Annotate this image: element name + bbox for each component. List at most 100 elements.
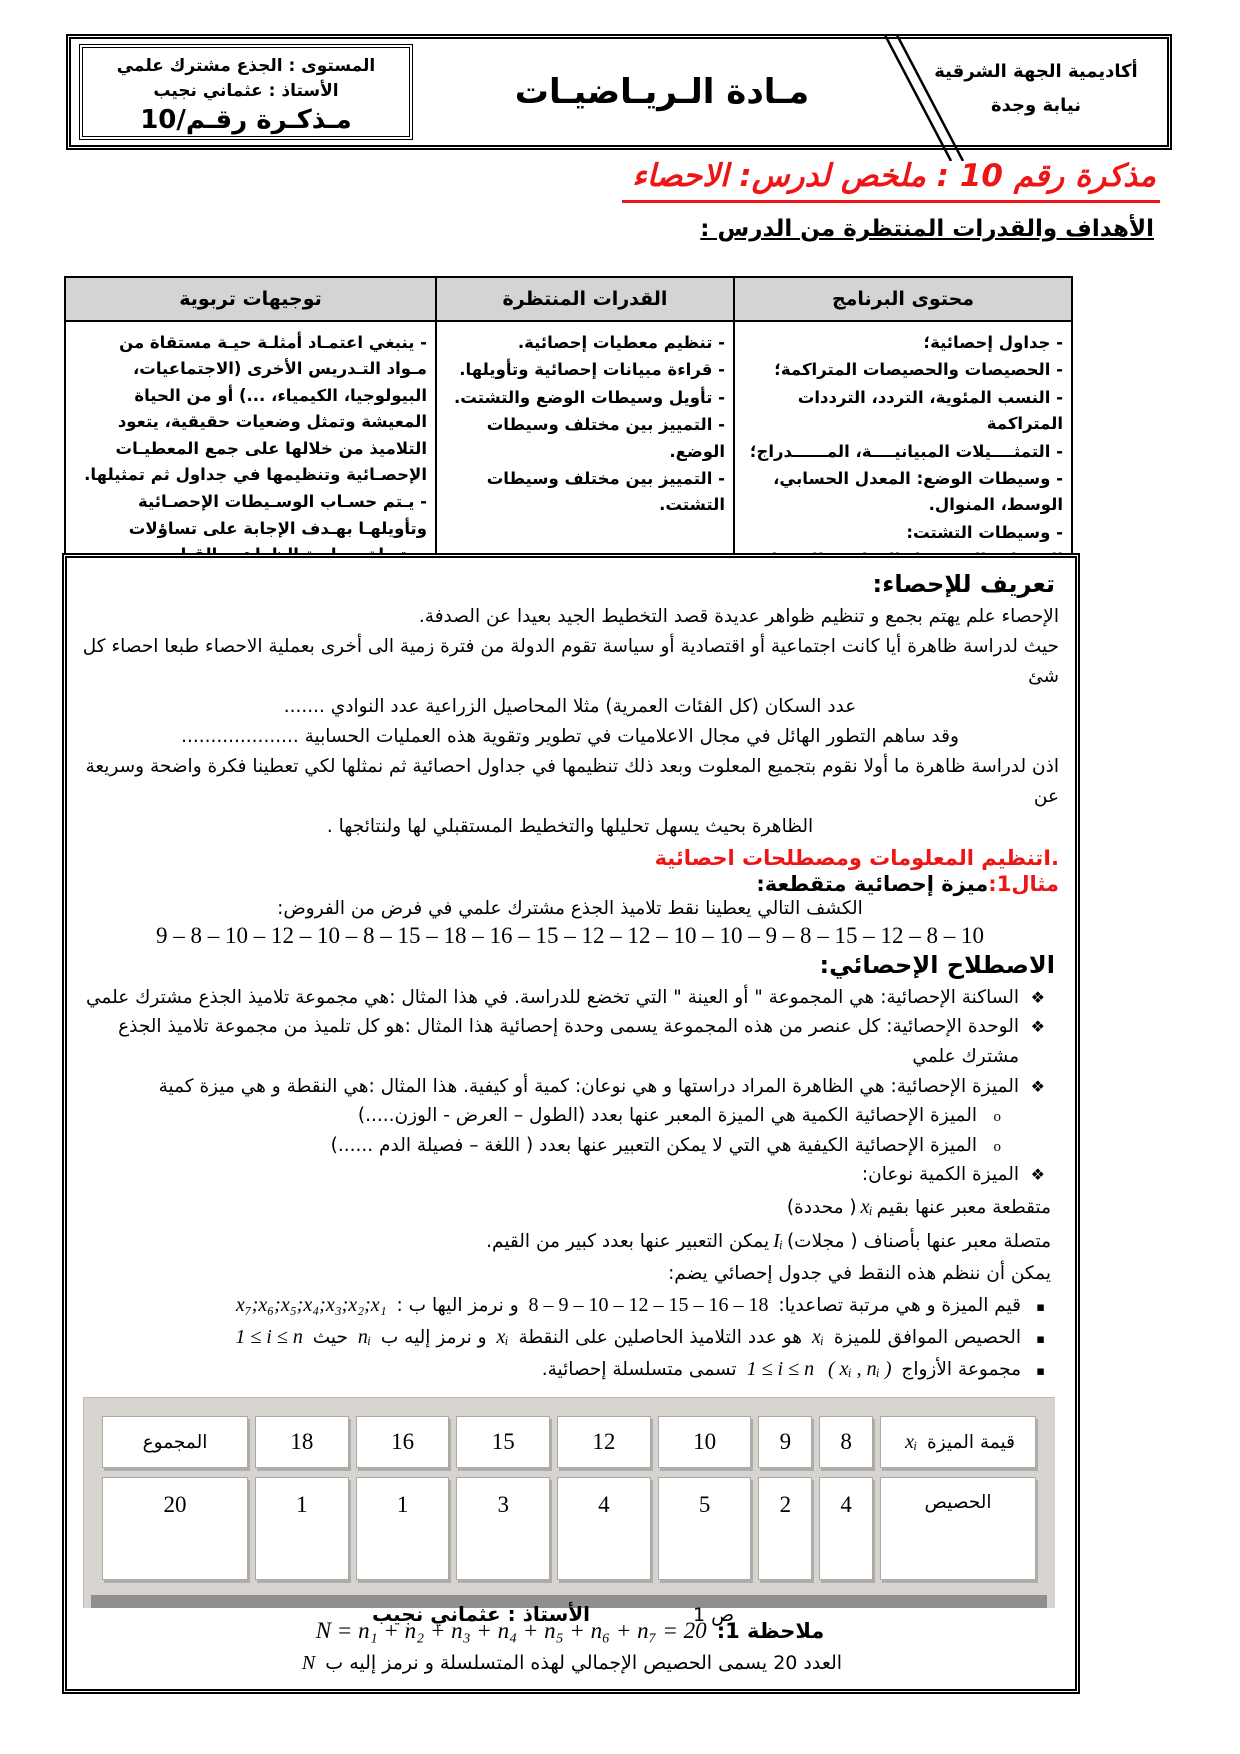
sq3-text-b: تسمى متسلسلة إحصائية. (541, 1359, 737, 1381)
value-cell: 9 (758, 1416, 813, 1469)
square-bullet-text: قيم الميزة و هي مرتبة تصاعديا: 8 – 9 – 1… (232, 1289, 1021, 1321)
stats-table-panel: قيمة الميزة xᵢ 8 9 10 12 15 16 18 المجمو… (83, 1397, 1055, 1609)
page-footer: الأستاذ : عثماني نجيب ص 1 (0, 1598, 1240, 1642)
skill-item: - تنظيم معطيات إحصائية. (517, 333, 725, 352)
footer-page-number: ص 1 (693, 1604, 735, 1626)
values-row-label: قيمة الميزة xᵢ (880, 1416, 1036, 1469)
bullet-text: الوحدة الإحصائية: كل عنصر من هذه المجموع… (118, 1016, 1019, 1067)
count-cell: 2 (758, 1477, 813, 1581)
xi-symbol: xᵢ (496, 1326, 509, 1349)
xi-symbol: xᵢ (905, 1430, 918, 1453)
continuous-text: متصلة معبر عنها بأصناف ( مجلات) (786, 1230, 1051, 1252)
terminology-bullet: ❖ الساكنة الإحصائية: هي المجموعة " أو ال… (81, 983, 1059, 1013)
academy-name: أكاديمية الجهة الشرقية (934, 61, 1138, 82)
definition-line: وقد ساهم التطور الهائل في مجال الاعلاميا… (181, 725, 959, 747)
stats-values-row: قيمة الميزة xᵢ 8 9 10 12 15 16 18 المجمو… (102, 1416, 1036, 1469)
header-expected-skills: القدرات المنتظرة (435, 276, 735, 322)
value-cell: 18 (255, 1416, 349, 1469)
xi-symbol: xᵢ (811, 1326, 824, 1349)
objectives-heading-row: الأهداف والقدرات المنتظرة من الدرس : (0, 216, 1154, 242)
diamond-bullet-icon: ❖ (1030, 1165, 1045, 1185)
delegation-name: نيابة وجدة (991, 95, 1081, 117)
section1-heading: I.تنظيم المعلومات ومصطلحات احصائية (81, 846, 1059, 870)
square-bullet-line: ▪ مجموعة الأزواج ( xᵢ , nᵢ ) 1 ≤ i ≤ n ت… (81, 1353, 1059, 1385)
section1-heading-text: تنظيم المعلومات ومصطلحات احصائية (654, 845, 1044, 870)
sq1-text-b: و نرمز اليها ب : (396, 1295, 519, 1317)
value-cell: 8 (819, 1416, 873, 1469)
discrete-text: متقطعة معبر عنها بقيم (876, 1196, 1051, 1218)
square-bullet-line: ▪ الحصيص الموافق للميزة xᵢ هو عدد التلام… (81, 1321, 1059, 1353)
square-bullet-icon: ▪ (1036, 1332, 1045, 1348)
memo-number: مـذكـرة رقـم/10 (140, 105, 352, 136)
document-header: أكاديمية الجهة الشرقية نيابة وجدة مـادة … (66, 34, 1172, 161)
terminology-title: الاصطلاح الإحصائي: (819, 950, 1056, 979)
teacher-label: الأستاذ : عثماني نجيب (153, 80, 339, 101)
definition-line: الإحصاء علم يهتم بجمع و تنظيم ظواهر عديد… (418, 606, 1059, 627)
index-range: 1 ≤ i ≤ n (746, 1358, 815, 1381)
bullet-text: الميزة الكمية نوعان: (861, 1164, 1019, 1186)
objectives-table: محتوى البرنامج القدرات المنتظرة توجيهات … (64, 276, 1073, 609)
skill-item: - قراءة مبيانات إحصائية وتأويلها. (459, 360, 725, 380)
academy-block: أكاديمية الجهة الشرقية نيابة وجدة (905, 39, 1167, 145)
lesson-content-box: تعريف للإحصاء: الإحصاء علم يهتم بجمع و ت… (62, 553, 1080, 1695)
definition-line: عدد السكان (كل الفئات العمرية) مثلا المح… (283, 695, 857, 717)
values-label-text: قيمة الميزة (927, 1431, 1015, 1453)
continuous-feature-line: متصلة معبر عنها بأصناف ( مجلات)Iᵢيمكن ال… (81, 1224, 1059, 1258)
sq2-text-d: حيث (312, 1327, 348, 1349)
definition-line: حيث لدراسة ظاهرة أيا كانت اجتماعية أو اق… (82, 635, 1059, 687)
note1-label: ملاحظة 1: (716, 1619, 825, 1644)
note1-row: ملاحظة 1: N = n₁ + n₂ + n₃ + n₄ + n₅ + n… (81, 1618, 1059, 1644)
note1-conclusion: العدد 20 يسمى الحصيص الإجمالي لهذه المتس… (81, 1652, 1059, 1675)
note1-formula: N = n₁ + n₂ + n₃ + n₄ + n₅ + n₆ + n₇ = 2… (315, 1618, 707, 1644)
index-range: 1 ≤ i ≤ n (235, 1326, 303, 1349)
terminology-sub-bullet: o الميزة الإحصائية الكمية هي الميزة المع… (81, 1101, 1059, 1131)
objectives-heading: الأهداف والقدرات المنتظرة من الدرس : (700, 216, 1154, 242)
diamond-bullet-icon: ❖ (1030, 1076, 1045, 1096)
stats-panel-gap (95, 1589, 1043, 1594)
content-item: - التمثــــيلات المبيانيــــة، المــــــ… (749, 441, 1063, 461)
stats-counts-row: الحصيص 4 2 5 4 3 1 1 20 (102, 1477, 1036, 1581)
square-bullet-icon: ▪ (1036, 1300, 1045, 1316)
value-cell: 12 (557, 1416, 651, 1469)
terminology-bullet: ❖ الوحدة الإحصائية: كل عنصر من هذه المجم… (81, 1012, 1059, 1071)
count-cell: 4 (819, 1477, 873, 1581)
sq2-text-c: و نرمز إليه ب (380, 1327, 487, 1349)
discrete-tail: ( محددة) (786, 1196, 857, 1218)
stats-panel-bottom-bar (91, 1595, 1047, 1609)
sq2-text-b: هو عدد التلاميذ الحاصلين على النقطة (518, 1327, 803, 1349)
objectives-table-header-row: محتوى البرنامج القدرات المنتظرة توجيهات … (64, 276, 1073, 322)
circle-bullet-icon: o (993, 1138, 1002, 1155)
diamond-bullet-icon: ❖ (1030, 987, 1045, 1007)
content-item: - النسب المئوية، التردد، الترددات المترا… (797, 387, 1063, 434)
bullet-text: الساكنة الإحصائية: هي المجموعة " أو العي… (86, 986, 1019, 1008)
stats-table: قيمة الميزة xᵢ 8 9 10 12 15 16 18 المجمو… (95, 1407, 1043, 1589)
guidance-item: - ينبغي اعتمـاد أمثلـة حيـة مستقاة من مـ… (84, 333, 427, 484)
sub-bullet-text: الميزة الإحصائية الكمية هي الميزة المعبر… (357, 1105, 977, 1127)
square-bullet-text: الحصيص الموافق للميزة xᵢ هو عدد التلاميذ… (231, 1321, 1021, 1353)
level-label: المستوى : الجذع مشترك علمي (116, 56, 376, 76)
Ii-symbol: Iᵢ (773, 1229, 783, 1252)
skill-item: - تأويل وسيطات الوضع والتشتت. (454, 387, 725, 407)
content-item: - جداول إحصائية؛ (923, 333, 1063, 352)
total-header-cell: المجموع (102, 1416, 248, 1469)
sq3-text-a: مجموعة الأزواج (901, 1359, 1021, 1381)
x-symbols-list: x₇;x₆;x₅;x₄;x₃;x₂;x₁ (235, 1294, 387, 1317)
square-bullet-icon: ▪ (1036, 1364, 1045, 1380)
counts-row-label: الحصيص (880, 1477, 1036, 1581)
discrete-feature-line: متقطعة معبر عنها بقيمxᵢ( محددة) (81, 1190, 1059, 1224)
diamond-bullet-icon: ❖ (1030, 1017, 1045, 1037)
example1-label: مثال1: (988, 871, 1059, 896)
value-cell: 10 (657, 1416, 752, 1469)
definition-title: تعريف للإحصاء: (872, 570, 1056, 598)
example1-title: ميزة إحصائية متقطعة: (756, 871, 989, 896)
marks-series: 9 – 8 – 10 – 12 – 10 – 8 – 15 – 18 – 16 … (156, 922, 984, 948)
total-count-cell: 20 (102, 1477, 248, 1581)
teacher-info-box: المستوى : الجذع مشترك علمي الأستاذ : عثم… (79, 44, 413, 140)
xi-symbol: xᵢ (860, 1195, 873, 1218)
terminology-sub-bullet: o الميزة الإحصائية الكيفية هي التي لا يم… (81, 1131, 1059, 1161)
lesson-title: مذكرة رقم 10 : ملخص لدرس: الاحصاء (622, 158, 1160, 203)
ni-symbol: nᵢ (357, 1326, 371, 1349)
subject-title-cell: مـادة الـريـاضيـات (419, 39, 905, 145)
count-cell: 1 (255, 1477, 349, 1581)
bullet-text: الميزة الإحصائية: هي الظاهرة المراد دراس… (158, 1075, 1019, 1097)
